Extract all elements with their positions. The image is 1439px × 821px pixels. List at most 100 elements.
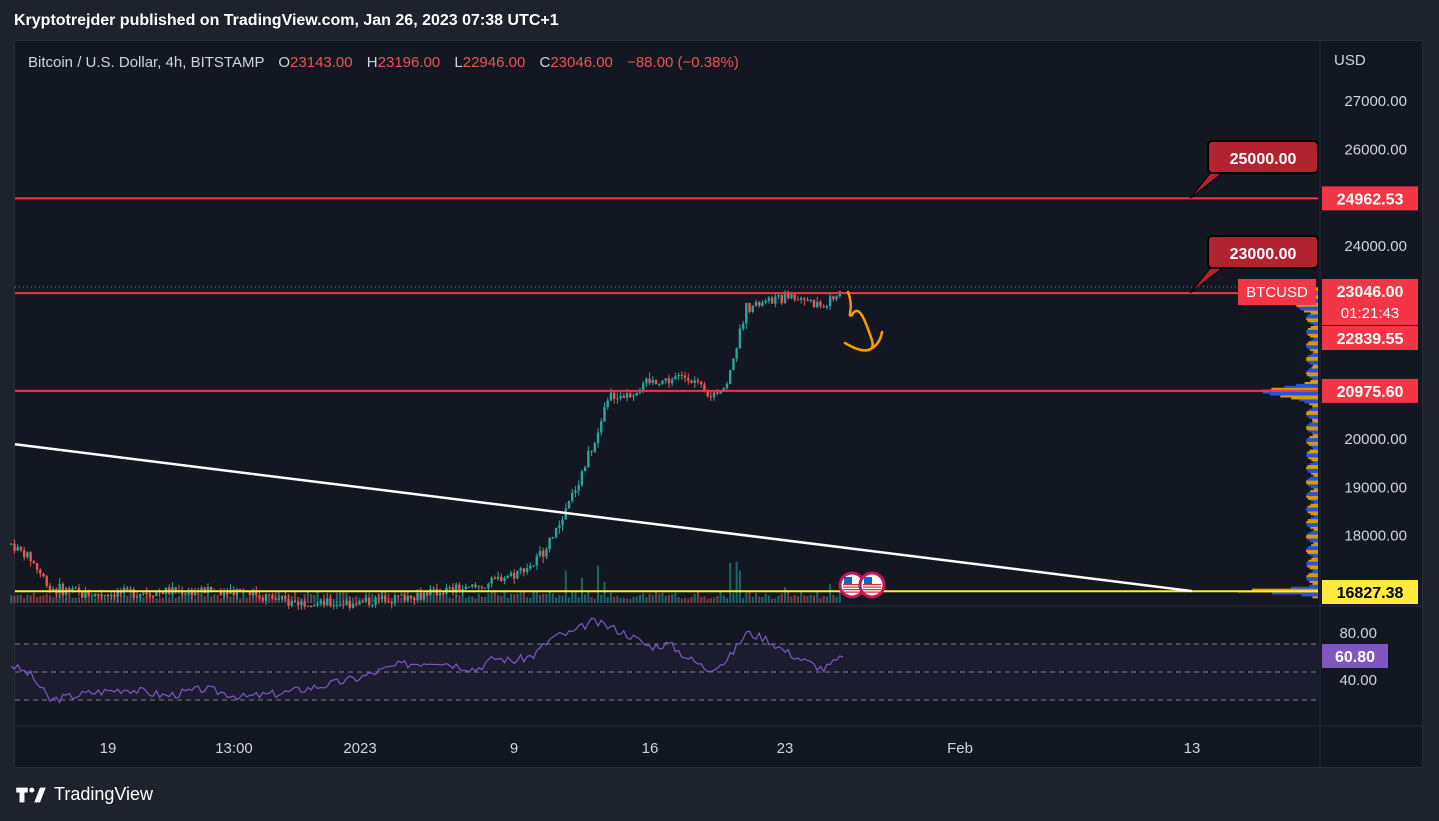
- volume-bar: [813, 595, 816, 603]
- volume-bar: [426, 592, 429, 603]
- candle-body: [19, 546, 23, 551]
- x-tick-label: Feb: [947, 740, 973, 757]
- profile-bar: [1309, 463, 1318, 466]
- volume-bar: [526, 597, 529, 603]
- volume-bar: [387, 593, 390, 603]
- profile-bar: [1310, 476, 1318, 479]
- volume-bar: [261, 597, 264, 603]
- candle-body: [432, 588, 435, 590]
- volume-bar: [326, 597, 329, 603]
- volume-bar: [471, 596, 474, 603]
- candle-body: [690, 380, 693, 383]
- volume-bars: [10, 561, 841, 603]
- volume-bar: [77, 597, 80, 603]
- volume-bar: [406, 596, 409, 603]
- volume-bar: [306, 591, 309, 603]
- volume-bar: [361, 598, 364, 603]
- volume-bar: [400, 597, 403, 603]
- profile-bar: [1306, 482, 1318, 485]
- volume-bar: [442, 593, 445, 603]
- y-tick-label: 26000.00: [1344, 141, 1407, 158]
- volume-bar: [787, 591, 790, 603]
- profile-bar: [1313, 324, 1318, 327]
- volume-bar: [210, 596, 213, 603]
- candle-body: [22, 550, 26, 558]
- candle-body: [335, 604, 339, 606]
- profile-bar: [1311, 352, 1318, 355]
- candle-body: [619, 395, 622, 399]
- volume-bar: [651, 594, 654, 603]
- volume-bar: [532, 592, 535, 603]
- candle-body: [535, 556, 538, 566]
- volume-bar: [142, 597, 145, 603]
- volume-bar: [23, 598, 26, 603]
- volume-bar: [129, 591, 132, 603]
- candle-body: [600, 421, 603, 433]
- volume-bar: [693, 593, 696, 603]
- volume-bar: [10, 595, 13, 603]
- profile-bar: [1306, 370, 1318, 373]
- volume-bar: [729, 562, 732, 603]
- volume-bar: [664, 596, 667, 603]
- volume-bar: [422, 591, 425, 603]
- volume-bar: [609, 592, 612, 603]
- volume-bar: [268, 596, 271, 603]
- volume-bar: [174, 597, 177, 603]
- candle-body: [174, 587, 177, 593]
- rsi-line: [10, 617, 844, 704]
- volume-bar: [758, 596, 761, 603]
- candle-body: [51, 588, 55, 590]
- profile-bar: [1313, 488, 1318, 491]
- candle-body: [267, 594, 271, 596]
- volume-bar: [245, 597, 248, 603]
- volume-bar: [61, 585, 64, 603]
- volume-bar: [68, 591, 71, 603]
- candle-body: [297, 602, 300, 606]
- profile-bar: [1312, 434, 1318, 437]
- callout-pointer: [1189, 170, 1226, 199]
- volume-bar: [352, 597, 355, 603]
- profile-bar: [1310, 486, 1318, 489]
- tradingview-footer[interactable]: TradingView: [16, 784, 153, 805]
- profile-bar: [1271, 387, 1318, 390]
- candle-body: [458, 584, 461, 592]
- profile-bar: [1309, 567, 1318, 570]
- profile-bar: [1307, 497, 1318, 500]
- volume-bar: [542, 593, 545, 603]
- volume-bar: [487, 593, 490, 603]
- volume-bar: [748, 591, 751, 603]
- symbol-label: Bitcoin / U.S. Dollar, 4h, BITSTAMP: [28, 54, 265, 71]
- volume-bar: [484, 596, 487, 603]
- volume-bar: [16, 595, 19, 603]
- candle-body: [616, 398, 619, 400]
- volume-bar: [158, 598, 161, 603]
- volume-bar: [339, 592, 342, 603]
- level-tag-bg: [1322, 580, 1418, 604]
- candle-body: [580, 471, 584, 486]
- candle-body: [590, 450, 593, 452]
- candle-body: [496, 576, 500, 580]
- profile-bar: [1310, 335, 1318, 338]
- volume-bar: [719, 591, 722, 603]
- volume-bar: [165, 596, 168, 603]
- profile-bar: [1306, 534, 1318, 537]
- volume-bar: [84, 595, 87, 603]
- candle-body: [625, 393, 629, 398]
- candle-body: [506, 576, 509, 579]
- candle-body: [712, 392, 716, 398]
- profile-bar: [1307, 505, 1318, 508]
- volume-bar: [229, 596, 232, 603]
- profile-bar: [1291, 397, 1318, 400]
- candle-body: [828, 296, 832, 307]
- candle-body: [342, 604, 345, 606]
- profile-bar: [1307, 519, 1318, 522]
- candle-body: [71, 588, 74, 591]
- candle-body: [248, 591, 252, 596]
- volume-bar: [551, 593, 554, 603]
- profile-bar: [1308, 341, 1318, 344]
- candle-body: [629, 393, 632, 398]
- candle-body: [200, 587, 203, 592]
- candle-body: [741, 323, 745, 329]
- candle-body: [751, 305, 754, 313]
